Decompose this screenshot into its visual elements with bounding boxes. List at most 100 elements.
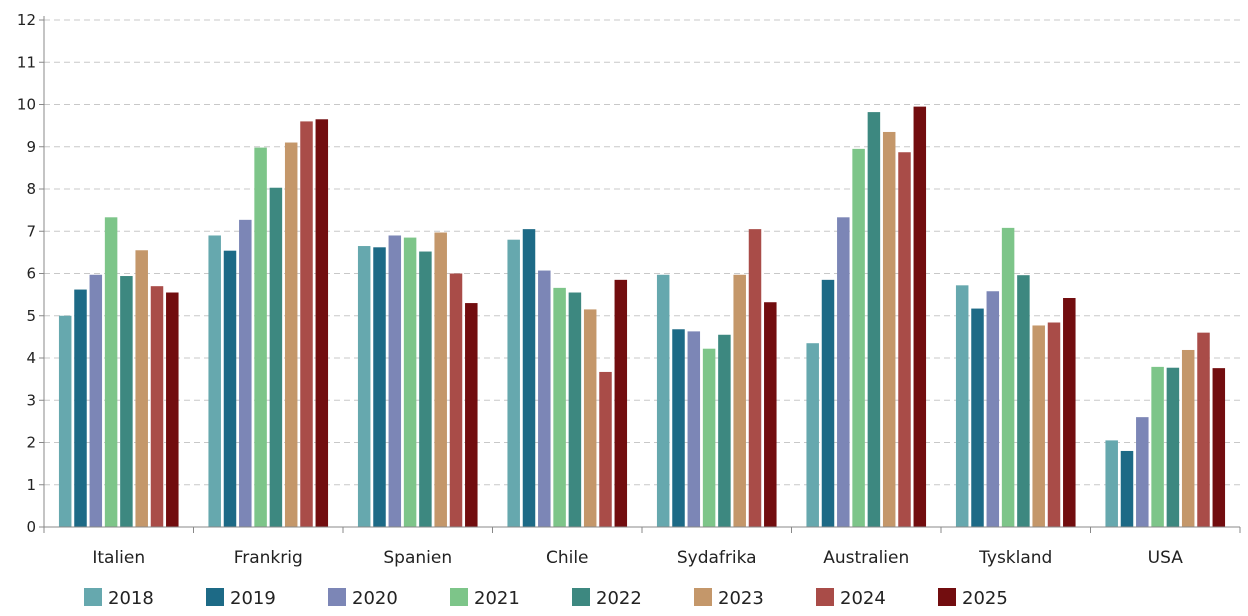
bar-australien-2023 [882, 131, 896, 527]
bar-sydafrika-2019 [672, 329, 685, 527]
bar-usa-2024 [1197, 332, 1210, 527]
bar-chile-2021 [553, 287, 566, 527]
legend-label: 2022 [596, 588, 642, 609]
bar-chile-2020 [538, 270, 551, 527]
legend-label: 2020 [352, 588, 398, 609]
bar-australien-2022 [867, 112, 881, 527]
x-tick-label: Frankrig [234, 548, 303, 568]
bar-sydafrika-2018 [656, 274, 670, 527]
bar-chile-2019 [522, 229, 536, 527]
bar-chile-2022 [568, 292, 582, 527]
bar-italien-2018 [58, 315, 72, 527]
bar-spanien-2024 [449, 273, 463, 527]
y-tick-label: 1 [26, 476, 36, 494]
bar-frankrig-2019 [223, 250, 237, 527]
legend-swatch [84, 588, 102, 606]
y-tick-label: 4 [26, 349, 36, 367]
bar-tyskland-2023 [1032, 325, 1045, 527]
legend: 2018 2019 2020 2021 2022 2023 2024 2025 [84, 588, 1008, 609]
bar-italien-2024 [150, 286, 164, 527]
bar-chile-2025 [614, 279, 628, 527]
y-tick-label: 8 [26, 180, 36, 198]
bar-usa-2025 [1212, 368, 1226, 527]
y-tick-label: 9 [26, 138, 36, 156]
bar-frankrig-2018 [208, 235, 221, 527]
bar-italien-2025 [166, 292, 179, 527]
bar-chile-2023 [583, 309, 597, 527]
bar-spanien-2023 [434, 232, 447, 527]
bar-italien-2021 [104, 217, 118, 527]
bar-usa-2021 [1151, 366, 1164, 527]
bar-sydafrika-2024 [748, 229, 762, 527]
bar-chile-2018 [507, 239, 520, 527]
bar-spanien-2020 [388, 235, 402, 527]
x-tick-label: Tyskland [978, 548, 1052, 568]
x-axis: Italien Frankrig Spanien Chile Sydafrika Aust… [43, 526, 1241, 568]
bar-australien-2024 [898, 152, 911, 527]
legend-swatch [450, 588, 468, 606]
legend-label: 2023 [718, 588, 764, 609]
legend-label: 2021 [474, 588, 520, 609]
legend-label: 2024 [840, 588, 886, 609]
bar-usa-2018 [1105, 440, 1118, 527]
bar-australien-2025 [913, 106, 927, 528]
legend-label: 2018 [108, 588, 154, 609]
bar-frankrig-2022 [269, 187, 283, 528]
bar-frankrig-2021 [254, 147, 267, 527]
legend-swatch [938, 588, 956, 606]
bar-italien-2023 [135, 250, 148, 527]
bar-italien-2020 [89, 274, 103, 527]
x-tick-label: Australien [823, 548, 909, 568]
y-tick-label: 12 [17, 11, 36, 29]
bar-sydafrika-2021 [702, 348, 716, 527]
bar-chile-2024 [599, 371, 612, 527]
bar-usa-2023 [1181, 349, 1195, 527]
x-tick-label: Chile [546, 548, 589, 568]
bar-spanien-2022 [419, 251, 432, 527]
x-tick-label: USA [1148, 548, 1184, 568]
x-tick-label: Sydafrika [677, 548, 757, 568]
bar-sydafrika-2022 [718, 334, 731, 527]
bar-tyskland-2025 [1063, 298, 1076, 527]
legend-swatch [206, 588, 224, 606]
bar-australien-2020 [837, 217, 850, 527]
bar-frankrig-2020 [239, 219, 252, 527]
bar-tyskland-2024 [1047, 322, 1061, 527]
y-tick-label: 10 [17, 96, 36, 114]
bar-australien-2018 [806, 343, 819, 527]
bar-sydafrika-2023 [733, 274, 746, 527]
y-tick-label: 7 [26, 222, 36, 240]
bar-tyskland-2020 [986, 291, 1000, 527]
bar-tyskland-2018 [955, 285, 969, 527]
bar-frankrig-2025 [315, 119, 329, 527]
gridlines [44, 19, 1240, 486]
y-tick-label: 3 [26, 391, 36, 409]
bar-frankrig-2023 [284, 142, 298, 527]
bar-italien-2019 [74, 289, 87, 527]
bars [58, 106, 1226, 528]
legend-swatch [328, 588, 346, 606]
y-tick-label: 2 [26, 434, 36, 452]
legend-swatch [572, 588, 590, 606]
bar-usa-2019 [1120, 450, 1134, 527]
bar-tyskland-2022 [1017, 275, 1030, 527]
bar-spanien-2019 [373, 247, 386, 527]
bar-usa-2022 [1166, 367, 1180, 527]
y-tick-label: 0 [26, 518, 36, 536]
y-tick-label: 6 [26, 265, 36, 283]
bar-tyskland-2019 [971, 308, 984, 527]
bar-usa-2020 [1136, 417, 1149, 527]
legend-label: 2025 [962, 588, 1008, 609]
legend-swatch [694, 588, 712, 606]
bar-spanien-2025 [465, 303, 478, 527]
bar-sydafrika-2020 [687, 331, 701, 527]
legend-swatch [816, 588, 834, 606]
bar-sydafrika-2025 [764, 302, 777, 527]
bar-spanien-2018 [357, 246, 371, 527]
legend-label: 2019 [230, 588, 276, 609]
bar-tyskland-2021 [1001, 227, 1015, 527]
y-tick-label: 5 [26, 307, 36, 325]
bar-italien-2022 [120, 276, 133, 527]
